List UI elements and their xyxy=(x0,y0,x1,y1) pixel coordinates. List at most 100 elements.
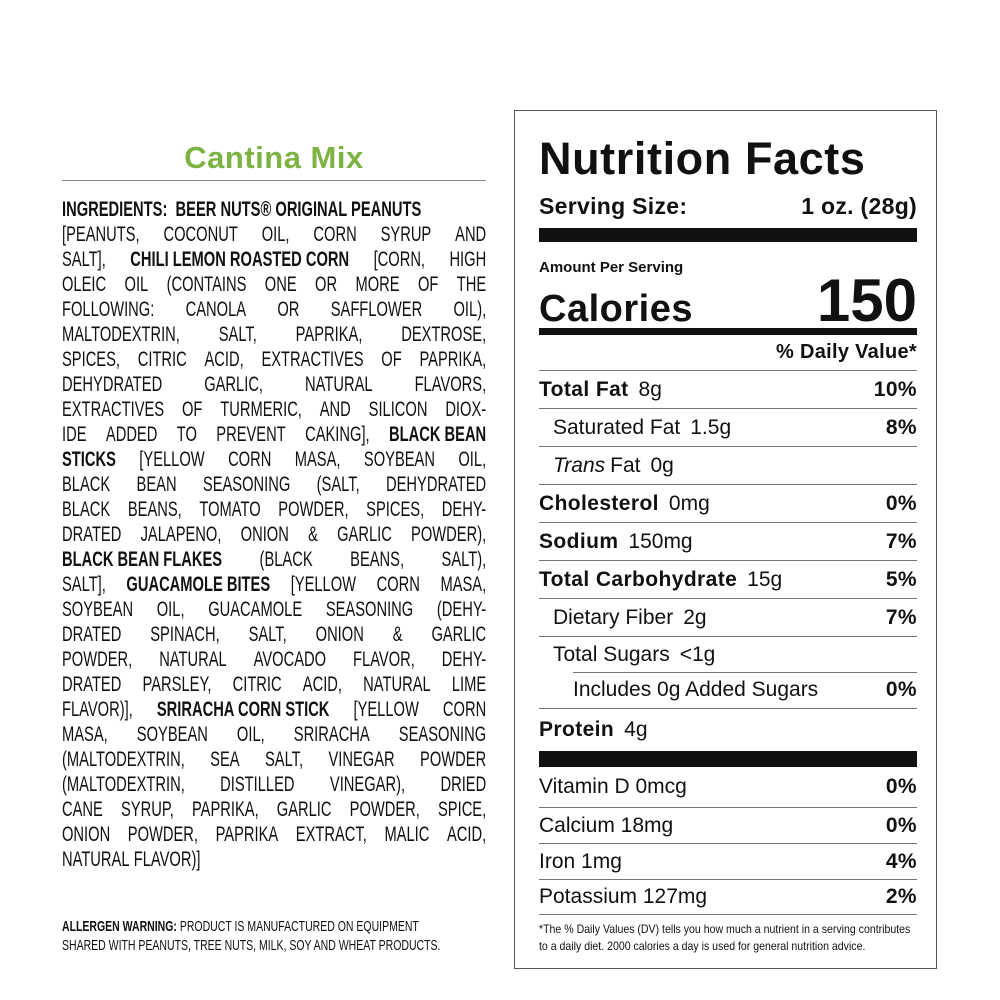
nutrient-row: Trans Fat 0g xyxy=(539,446,917,484)
ingredient-word: TURMERIC, xyxy=(220,398,302,421)
ingredient-word: [YELLOW xyxy=(353,698,419,721)
nutrient-row: Total Sugars <1g xyxy=(539,636,917,672)
ingredient-word: PAPRIKA xyxy=(215,823,279,846)
nutrient-amount: 8g xyxy=(638,377,662,401)
ingredient-line: CANE SYRUP, PAPRIKA, GARLIC POWDER, SPICE, xyxy=(62,797,486,822)
ingredient-word: EXTRACTIVES xyxy=(261,348,364,371)
ingredient-word: ONION xyxy=(62,823,111,846)
ingredient-word: (MALTODEXTRIN, xyxy=(62,773,185,796)
ingredient-word: NATURAL xyxy=(305,373,373,396)
nutrient-name: Dietary Fiber xyxy=(553,605,674,629)
ingredient-line: STICKS [YELLOW CORN MASA, SOYBEAN OIL, xyxy=(62,447,486,472)
ingredient-word: BEAN xyxy=(136,473,177,496)
ingredient-line: FOLLOWING: CANOLA OR SAFFLOWER OIL), xyxy=(62,297,486,322)
amount-per-serving: Amount Per Serving xyxy=(539,259,684,276)
nutrient-name: Cholesterol xyxy=(539,491,659,515)
ingredient-word: SEASONING xyxy=(202,473,291,496)
ingredient-word: ACID, xyxy=(204,348,244,371)
ingredient-word: NATURAL xyxy=(159,648,227,671)
ingredient-word: ONION xyxy=(315,623,364,646)
nutrient-row: Protein 4g xyxy=(539,708,917,750)
ingredient-word: VINEGAR xyxy=(328,748,395,771)
serving-size-value: 1 oz. (28g) xyxy=(801,193,917,219)
ingredient-word: SPICES, xyxy=(366,498,425,521)
vitamin-name: Vitamin D 0mcg xyxy=(539,775,687,798)
allergen-line-1: PRODUCT IS MANUFACTURED ON EQUIPMENT xyxy=(179,918,419,935)
ingredient-word: IDE xyxy=(62,423,87,446)
ingredient-line: INGREDIENTS: BEER NUTS® ORIGINAL PEANUTS xyxy=(62,197,486,222)
ingredient-line: MASA, SOYBEAN OIL, SRIRACHA SEASONING xyxy=(62,722,486,747)
ingredient-word: VINEGAR), xyxy=(329,773,406,796)
ingredient-word: (SALT, xyxy=(316,473,360,496)
vitamin-row: Vitamin D 0mcg 0% xyxy=(539,767,917,808)
ingredient-line: SALT], GUACAMOLE BITES [YELLOW CORN MASA, xyxy=(62,572,486,597)
ingredient-word: THE xyxy=(456,273,487,296)
ingredient-word: DEHYDRATED xyxy=(62,373,163,396)
ingredient-word: SALT, xyxy=(248,623,287,646)
vitamin-daily-value: 0% xyxy=(885,813,917,837)
ingredient-line: (MALTODEXTRIN, SEA SALT, VINEGAR POWDER xyxy=(62,747,486,772)
ingredient-word: PAPRIKA, xyxy=(191,798,259,821)
ingredient-word: GARLIC xyxy=(337,523,392,546)
ingredient-word: MASA, xyxy=(294,448,341,471)
ingredient-word: COCONUT xyxy=(163,223,238,246)
allergen-warning: ALLERGEN WARNING: PRODUCT IS MANUFACTURE… xyxy=(62,917,489,955)
ingredient-word: POWDER, xyxy=(349,798,420,821)
nutrition-facts-label: Nutrition Facts Serving Size: 1 oz. (28g… xyxy=(514,110,937,969)
ingredient-word: OR xyxy=(315,273,338,296)
ingredient-word: ONION xyxy=(240,523,289,546)
ingredient-word: PREVENT xyxy=(216,423,286,446)
allergen-label: ALLERGEN WARNING: xyxy=(62,918,177,935)
ingredient-word: ADDED xyxy=(105,423,158,446)
ingredient-word: DRATED xyxy=(62,623,122,646)
nutrient-row: Total Fat 8g 10% xyxy=(539,370,917,408)
ingredient-word: [PEANUTS, xyxy=(62,223,140,246)
ingredient-word: ACID, xyxy=(302,673,342,696)
ingredient-word: DRATED xyxy=(62,673,122,696)
ingredient-word: SYRUP, xyxy=(120,798,174,821)
nutrient-amount: <1g xyxy=(679,642,716,666)
ingredient-line: FLAVOR)], SRIRACHA CORN STICK [YELLOW CORN xyxy=(62,697,486,722)
ingredient-word: NATURAL xyxy=(363,673,431,696)
ingredient-word: PAPRIKA, xyxy=(419,348,487,371)
ingredient-word: OR xyxy=(277,298,300,321)
ingredient-word: [YELLOW xyxy=(139,448,205,471)
ingredient-word: (MALTODEXTRIN, xyxy=(62,748,185,771)
ingredient-word: & xyxy=(308,523,318,546)
nutrient-amount: 0g xyxy=(650,453,674,477)
vitamin-name: Calcium 18mg xyxy=(539,813,674,837)
ingredient-line: DRATED PARSLEY, CITRIC ACID, NATURAL LIME xyxy=(62,672,486,697)
nutrient-amount: 4g xyxy=(624,717,648,741)
ingredient-name: GUACAMOLE BITES xyxy=(126,573,271,596)
ingredient-word: MORE xyxy=(355,273,400,296)
ingredient-line: ONION POWDER, PAPRIKA EXTRACT, MALIC ACID, xyxy=(62,822,486,847)
ingredient-word: MASA, xyxy=(62,723,108,746)
ingredient-word: CORN xyxy=(228,448,272,471)
ingredient-line: BLACK BEAN FLAKES (BLACK BEANS, SALT), xyxy=(62,547,486,572)
ingredient-word: CORN xyxy=(442,698,487,721)
ingredient-word: GARLIC xyxy=(276,798,332,821)
ingredient-line: SOYBEAN OIL, GUACAMOLE SEASONING (DEHY- xyxy=(62,597,486,622)
ingredient-word: POWDER xyxy=(420,748,487,771)
ingredient-word: CORN xyxy=(376,573,420,596)
calories-label: Calories xyxy=(539,288,693,330)
serving-size-label: Serving Size: xyxy=(539,193,688,219)
nutrient-row: Dietary Fiber 2g 7% xyxy=(539,598,917,636)
nutrient-name: Saturated Fat xyxy=(553,415,681,439)
ingredient-name: BLACK BEAN FLAKES xyxy=(62,548,223,571)
ingredient-word: OIL, xyxy=(236,723,265,746)
ingredient-word: PARSLEY, xyxy=(142,673,212,696)
product-title: Cantina Mix xyxy=(184,140,364,175)
nutrient-row: Cholesterol 0mg 0% xyxy=(539,484,917,522)
calories-value: 150 xyxy=(816,267,917,334)
ingredient-word: BLACK xyxy=(62,498,111,521)
ingredient-word: CORN xyxy=(313,223,357,246)
ingredient-word: SILICON xyxy=(368,398,428,421)
nutrient-daily-value: 0% xyxy=(885,678,917,701)
ingredient-word: FLAVOR, xyxy=(353,648,415,671)
ingredient-word: LIME xyxy=(451,673,487,696)
ingredient-line: [PEANUTS, COCONUT OIL, CORN SYRUP AND xyxy=(62,222,486,247)
nutrient-row: Total Carbohydrate 15g 5% xyxy=(539,560,917,598)
ingredient-word: AVOCADO xyxy=(253,648,327,671)
ingredient-word: POWDER, xyxy=(278,498,349,521)
